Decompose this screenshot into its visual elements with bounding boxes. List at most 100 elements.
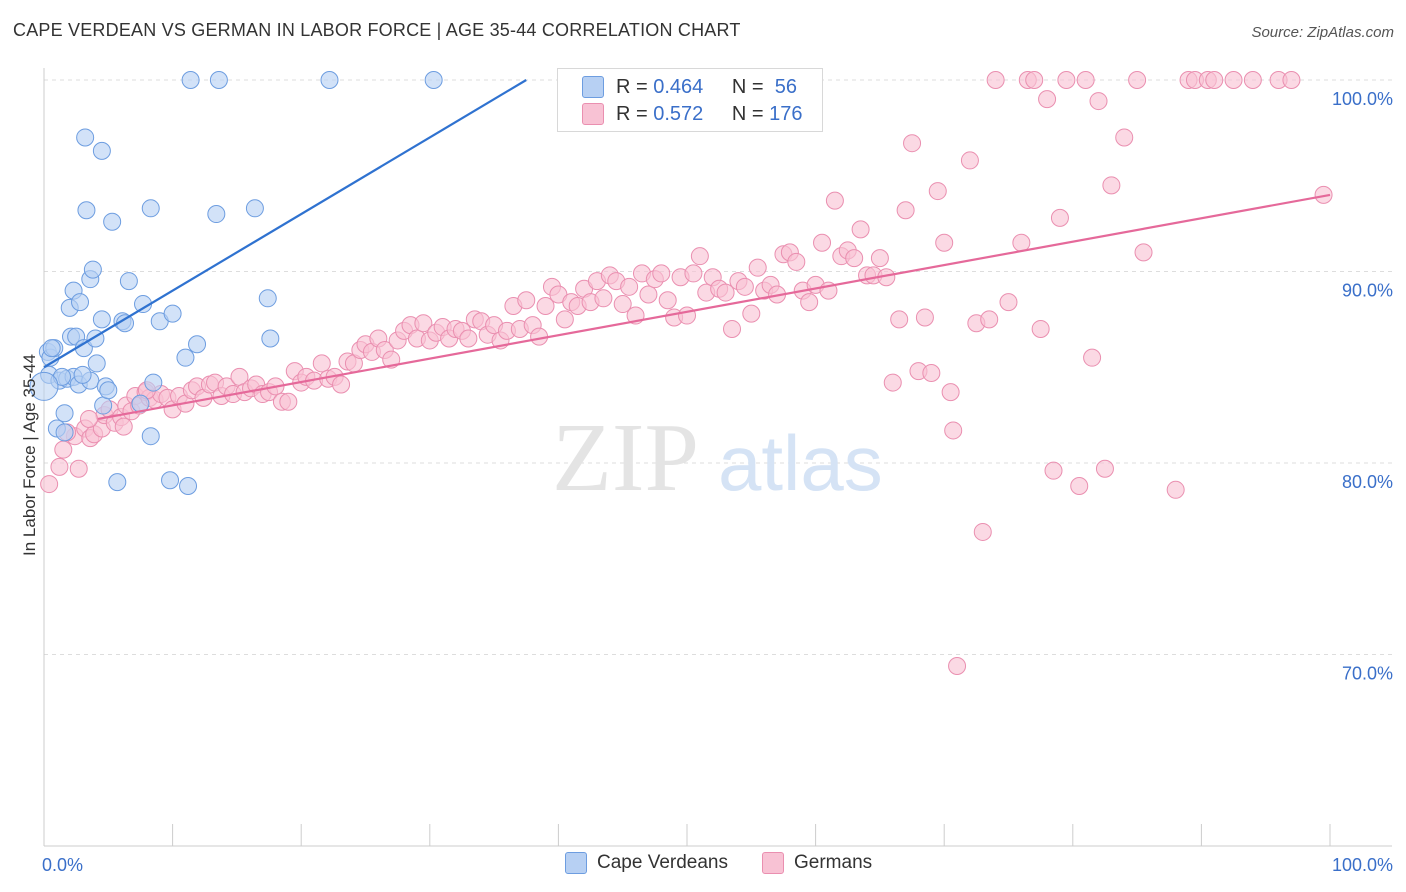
germans-point — [935, 233, 954, 252]
germans-point — [594, 289, 613, 308]
germans-point — [870, 249, 889, 268]
cape-verdeans-point-large — [29, 371, 59, 401]
y-tick-label: 100.0% — [1332, 89, 1393, 109]
cape-verdeans-point — [141, 199, 160, 218]
germans-point — [890, 310, 909, 329]
legend-r-label: R = — [616, 75, 648, 98]
germans-points — [40, 71, 1333, 675]
germans-point — [1224, 71, 1243, 89]
germans-point — [1282, 71, 1301, 89]
watermark: ZIP atlas — [552, 404, 883, 512]
cape-verdeans-point — [92, 310, 111, 329]
watermark-zip: ZIP — [552, 404, 699, 512]
cape-verdeans-point — [119, 272, 138, 291]
legend-r-value: 0.572 — [653, 102, 704, 125]
cape-verdeans-point — [176, 348, 195, 367]
watermark-atlas: atlas — [718, 419, 883, 507]
germans-point — [1243, 71, 1262, 89]
cape-verdeans-point — [99, 381, 118, 400]
cape-verdeans-point — [179, 476, 198, 495]
germans-point — [658, 291, 677, 310]
germans-point — [980, 310, 999, 329]
germans-point — [748, 258, 767, 277]
germans-point — [1128, 71, 1147, 89]
cape-verdeans-point — [103, 212, 122, 231]
cape-verdeans-point — [161, 471, 180, 490]
germans-point — [787, 252, 806, 271]
germans-point — [459, 329, 478, 348]
bottom-legend-label: Cape Verdeans — [597, 852, 728, 873]
germans-point — [1314, 185, 1333, 204]
legend-swatch-pink — [582, 103, 604, 125]
cape-verdeans-point — [209, 71, 228, 89]
germans-point — [54, 440, 73, 459]
germans-point — [1134, 243, 1153, 262]
chart-title: CAPE VERDEAN VS GERMAN IN LABOR FORCE | … — [13, 20, 741, 40]
germans-point — [1012, 233, 1031, 252]
legend-r-label: R = — [616, 102, 648, 125]
cape-verdeans-point — [92, 141, 111, 160]
germans-point — [973, 522, 992, 541]
bottom-legend-swatch-pink — [762, 852, 784, 874]
y-axis-label: In Labor Force | Age 35-44 — [20, 354, 39, 556]
germans-point — [922, 363, 941, 382]
trend-lines — [43, 79, 1331, 421]
germans-point — [1115, 128, 1134, 147]
bottom-legend-label: Germans — [794, 852, 873, 873]
germans-point — [1025, 71, 1044, 89]
y-tick-label: 70.0% — [1342, 664, 1393, 684]
germans-point — [332, 375, 351, 394]
germans-point — [639, 285, 658, 304]
legend-n-value: 56 — [774, 75, 797, 98]
legend-n-label: N = — [731, 102, 764, 125]
cape-verdeans-point — [73, 365, 92, 384]
cape-verdeans-point — [71, 293, 90, 312]
germans-point — [69, 459, 88, 478]
germans-point — [1044, 461, 1063, 480]
cape-verdeans-point — [188, 335, 207, 354]
germans-point — [742, 304, 761, 323]
germans-point — [800, 293, 819, 312]
germans-point — [690, 247, 709, 266]
germans-point — [1031, 319, 1050, 338]
cape-verdeans-point — [144, 373, 163, 392]
legend: R = 0.464 N = 56 R = 0.572 N = 176 — [557, 68, 823, 132]
legend-n-value: 176 — [769, 102, 803, 125]
germans-point — [613, 295, 632, 314]
cape-verdeans-point — [83, 260, 102, 279]
germans-point — [986, 71, 1005, 89]
germans-point — [716, 283, 735, 302]
germans-point — [1166, 480, 1185, 499]
germans-point — [1057, 71, 1076, 89]
germans-point — [1050, 208, 1069, 227]
germans-point — [80, 409, 99, 428]
germans-point — [813, 233, 832, 252]
grid-lines — [44, 79, 1392, 655]
germans-point — [1070, 476, 1089, 495]
germans-point — [723, 319, 742, 338]
axes — [43, 68, 1392, 847]
germans-point — [114, 417, 133, 436]
bottom-legend-germans: Germans — [762, 852, 872, 874]
x-tick-label: 100.0% — [1332, 855, 1393, 875]
germans-point — [555, 310, 574, 329]
cape-verdeans-point — [245, 199, 264, 218]
germans-point — [1089, 92, 1108, 111]
cape-verdeans-point — [87, 354, 106, 373]
germans-point — [896, 201, 915, 220]
cape-verdeans-points — [29, 71, 443, 495]
germans-point — [50, 457, 69, 476]
germans-point — [825, 191, 844, 210]
germans-point — [678, 306, 696, 325]
cape-verdeans-point — [258, 289, 277, 308]
cape-verdeans-point — [77, 201, 96, 220]
germans-point — [1095, 459, 1114, 478]
germans-point — [1083, 348, 1102, 367]
germans-point — [1205, 71, 1224, 89]
germans-point — [40, 475, 59, 494]
germans-point — [517, 291, 536, 310]
cape-verdeans-point — [320, 71, 339, 89]
germans-point — [1038, 90, 1057, 109]
cape-verdeans-point — [76, 128, 95, 147]
